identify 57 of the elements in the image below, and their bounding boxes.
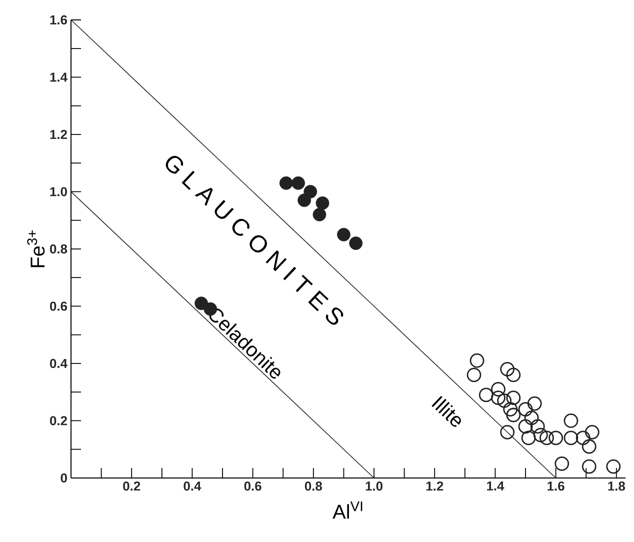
x-tick-label: 0.2 — [123, 482, 140, 491]
point — [478, 388, 494, 402]
x-axis-title: Al$^{VI}$ — [332, 502, 362, 519]
x-tick-label: 1.8 — [608, 482, 626, 491]
x-tick-label: 0.6 — [244, 482, 262, 491]
x-tick-label: 0.8 — [304, 482, 322, 491]
y-axis-title: Fe$^{3+}$ — [27, 230, 45, 268]
point — [503, 402, 518, 416]
point — [527, 396, 542, 411]
point — [554, 456, 570, 471]
point — [497, 393, 512, 408]
point — [506, 390, 521, 406]
point — [279, 176, 293, 190]
x-tick-label: 0.4 — [184, 482, 202, 491]
x-tick-label: 1.6 — [548, 482, 564, 491]
point — [500, 362, 515, 376]
y-tick-label: 1.2 — [50, 130, 67, 139]
point — [316, 196, 330, 210]
point — [533, 428, 548, 442]
point — [521, 430, 536, 446]
point — [500, 424, 515, 440]
point — [518, 402, 533, 416]
point — [506, 368, 521, 382]
point — [491, 390, 506, 406]
point — [312, 208, 326, 222]
point — [506, 408, 521, 422]
y-tick-label: 1.6 — [50, 15, 68, 24]
point — [606, 459, 621, 474]
point — [584, 424, 600, 440]
point — [564, 430, 578, 446]
x-tick-label: 1.4 — [487, 482, 504, 490]
point — [491, 382, 506, 396]
point — [349, 236, 363, 250]
y-tick-label: 0.6 — [50, 302, 68, 311]
point — [564, 414, 578, 428]
y-tick-label: 0.8 — [50, 244, 68, 254]
point — [466, 368, 482, 382]
y-tick-label: 0 — [60, 473, 67, 483]
point — [582, 439, 596, 454]
y-tick-label: 1.0 — [50, 187, 67, 196]
point — [582, 459, 596, 474]
y-tick-label: 0.4 — [50, 358, 68, 368]
y-tick-label: 0.2 — [50, 416, 67, 426]
point — [337, 228, 350, 242]
point — [548, 430, 564, 446]
point — [576, 430, 590, 446]
point — [298, 194, 312, 207]
point — [524, 410, 539, 426]
point — [540, 430, 554, 446]
y-tick-label: 1.4 — [50, 72, 68, 82]
point — [530, 419, 545, 434]
x-tick-label: 1.0 — [366, 482, 382, 491]
point — [518, 419, 533, 434]
point — [470, 353, 484, 368]
x-tick-label: 1.2 — [426, 482, 444, 491]
annotation: Illite — [432, 396, 461, 427]
point — [292, 176, 305, 190]
